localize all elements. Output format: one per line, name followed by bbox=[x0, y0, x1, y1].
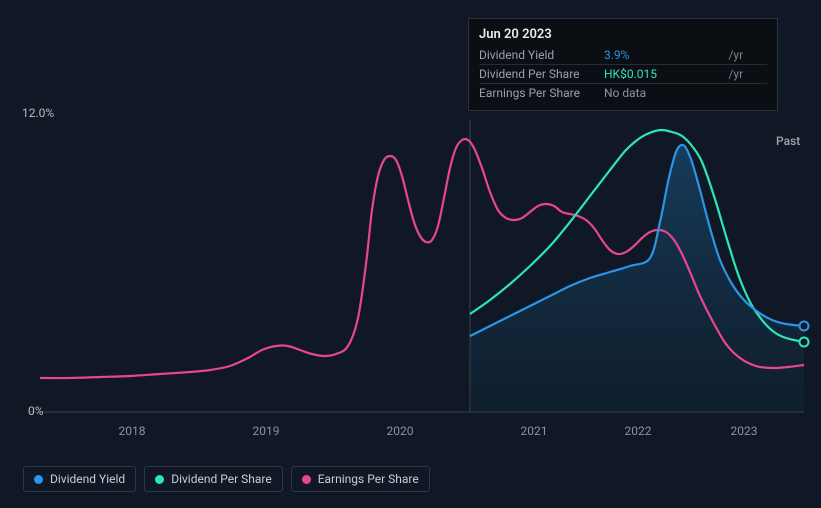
tooltip-value: HK$0.015 bbox=[604, 65, 724, 84]
x-axis-tick: 2019 bbox=[253, 424, 280, 438]
legend-label: Dividend Per Share bbox=[171, 472, 272, 486]
chart-tooltip: Jun 20 2023 Dividend Yield3.9%/yrDividen… bbox=[468, 18, 778, 111]
y-axis-max-label: 12.0% bbox=[22, 106, 54, 120]
legend-item[interactable]: Dividend Per Share bbox=[144, 466, 283, 492]
tooltip-key: Earnings Per Share bbox=[479, 84, 604, 103]
dividend-yield-end-dot bbox=[800, 322, 809, 331]
legend-dot-icon bbox=[34, 475, 43, 484]
tooltip-unit: /yr bbox=[724, 46, 767, 65]
tooltip-key: Dividend Yield bbox=[479, 46, 604, 65]
x-axis-tick: 2020 bbox=[387, 424, 414, 438]
tooltip-unit: /yr bbox=[724, 65, 767, 84]
legend-label: Earnings Per Share bbox=[318, 472, 419, 486]
tooltip-value: No data bbox=[604, 84, 724, 103]
dividend-per-share-end-dot bbox=[800, 338, 809, 347]
y-axis-min-label: 0% bbox=[28, 404, 44, 418]
tooltip-key: Dividend Per Share bbox=[479, 65, 604, 84]
past-label: Past bbox=[776, 134, 800, 148]
dividend-yield-area bbox=[470, 145, 804, 412]
tooltip-date: Jun 20 2023 bbox=[479, 27, 767, 42]
chart-container: 12.0% 0% 2018 2019 2020 2021 2022 2023 Past J… bbox=[0, 0, 821, 508]
tooltip-value: 3.9% bbox=[604, 46, 724, 65]
x-axis-tick: 2023 bbox=[731, 424, 758, 438]
tooltip-row: Dividend Per ShareHK$0.015/yr bbox=[479, 65, 767, 84]
tooltip-row: Earnings Per ShareNo data bbox=[479, 84, 767, 103]
chart-legend: Dividend Yield Dividend Per Share Earnings… bbox=[23, 466, 430, 492]
legend-dot-icon bbox=[155, 475, 164, 484]
legend-dot-icon bbox=[302, 475, 311, 484]
tooltip-row: Dividend Yield3.9%/yr bbox=[479, 46, 767, 65]
tooltip-unit bbox=[724, 84, 767, 103]
x-axis-tick: 2022 bbox=[625, 424, 652, 438]
x-axis-tick: 2018 bbox=[119, 424, 146, 438]
x-axis-tick: 2021 bbox=[521, 424, 548, 438]
legend-label: Dividend Yield bbox=[50, 472, 125, 486]
legend-item[interactable]: Dividend Yield bbox=[23, 466, 136, 492]
legend-item[interactable]: Earnings Per Share bbox=[291, 466, 430, 492]
